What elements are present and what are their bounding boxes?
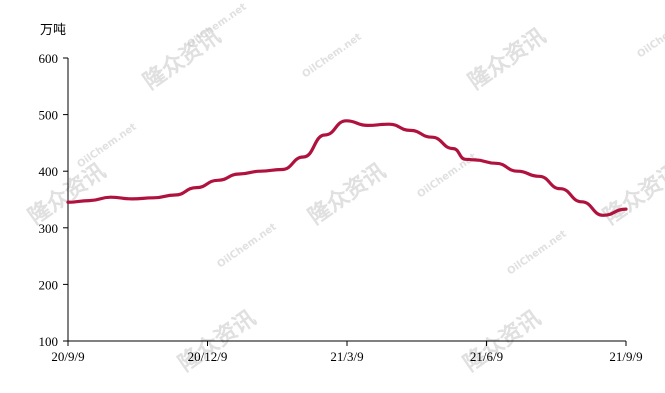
x-tick-label: 20/12/9 bbox=[188, 349, 228, 364]
watermark-site: OilChem.net bbox=[75, 121, 138, 170]
watermark-brand: 隆众资讯 bbox=[599, 159, 665, 230]
y-axis-unit-label: 万吨 bbox=[40, 23, 66, 38]
watermark-site: OilChem.net bbox=[505, 228, 568, 277]
y-tick-label: 600 bbox=[39, 51, 59, 66]
series-layer bbox=[66, 119, 628, 217]
y-tick-label: 500 bbox=[39, 108, 59, 123]
watermark-brand: 隆众资讯 bbox=[24, 159, 110, 230]
watermark-brand: 隆众资讯 bbox=[304, 159, 390, 230]
watermark-site: OilChem.net bbox=[300, 31, 363, 80]
x-axis-ticks: 20/9/9 20/12/9 21/3/9 21/6/9 21/9/9 bbox=[51, 341, 643, 364]
watermark-site: OilChem.net bbox=[635, 11, 665, 60]
x-tick-label: 21/9/9 bbox=[609, 349, 642, 364]
x-tick-label: 21/3/9 bbox=[330, 349, 363, 364]
y-tick-label: 100 bbox=[39, 334, 59, 349]
watermark-brand: 隆众资讯 bbox=[464, 24, 550, 95]
watermark-site: OilChem.net bbox=[215, 221, 278, 270]
y-axis-ticks: 100 200 300 400 500 600 bbox=[39, 51, 68, 349]
series-line bbox=[66, 119, 628, 217]
y-tick-label: 200 bbox=[39, 277, 59, 292]
y-tick-label: 400 bbox=[39, 164, 59, 179]
y-tick-label: 300 bbox=[39, 221, 59, 236]
x-tick-label: 21/6/9 bbox=[470, 349, 503, 364]
x-tick-label: 20/9/9 bbox=[51, 349, 84, 364]
